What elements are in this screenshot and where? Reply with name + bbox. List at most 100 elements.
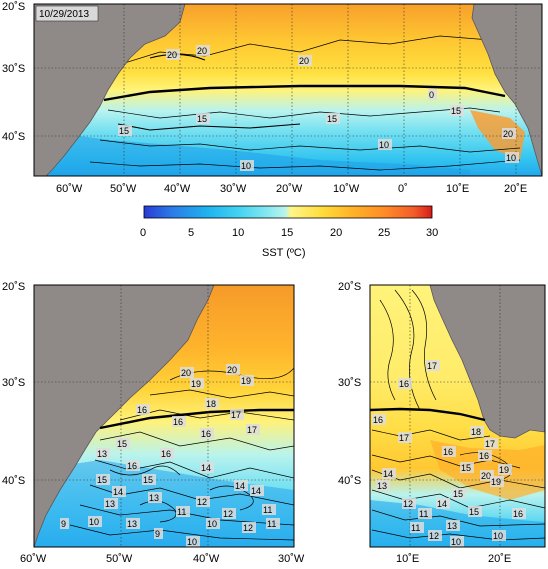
svg-text:10˚W: 10˚W: [333, 183, 360, 195]
svg-text:16: 16: [373, 415, 383, 425]
contour-label: 13: [148, 492, 162, 503]
svg-text:13: 13: [377, 481, 387, 491]
contour-labels: 20 20 20 15 15 15 15 10 10 10 20 0: [118, 45, 519, 171]
contour-label: 18: [470, 426, 484, 437]
lat-label: 30˚S: [2, 377, 25, 389]
lat-label: 20˚S: [338, 281, 361, 293]
contour-label: 15: [326, 113, 340, 124]
svg-text:19: 19: [499, 465, 509, 475]
contour-label: 15: [450, 105, 464, 116]
colorbar-tick: 5: [188, 227, 194, 239]
contour-label: 20: [166, 49, 180, 60]
contour-label: 20: [226, 364, 240, 375]
contour-label: 17: [230, 409, 244, 420]
svg-text:16: 16: [443, 447, 453, 457]
top-panel-frame: [33, 3, 543, 177]
lat-label: 30˚S: [2, 63, 25, 75]
colorbar-tick: 15: [281, 227, 293, 239]
svg-text:20: 20: [181, 368, 191, 378]
svg-text:0: 0: [429, 90, 434, 100]
contour-label: 9: [60, 518, 69, 529]
lon-labels: 10˚E 20˚E: [396, 553, 511, 565]
svg-text:20˚E: 20˚E: [488, 553, 511, 564]
contour-label: 13: [376, 480, 390, 491]
contour-label: 15: [468, 506, 482, 517]
svg-text:16: 16: [127, 461, 137, 471]
contour-label: 14: [382, 468, 396, 479]
svg-text:17: 17: [247, 425, 257, 435]
contour-label: 19: [190, 378, 204, 389]
date-box: 10/29/2013: [35, 5, 99, 22]
svg-text:17: 17: [399, 433, 409, 443]
south-america-land: [34, 285, 215, 547]
svg-text:11: 11: [177, 507, 186, 517]
svg-text:14: 14: [201, 463, 211, 473]
svg-text:17: 17: [485, 439, 495, 449]
svg-text:20˚E: 20˚E: [504, 183, 527, 195]
svg-text:16: 16: [161, 449, 171, 459]
contour-label: 14: [200, 462, 214, 473]
south-america-land: [34, 4, 186, 176]
section-line: [103, 84, 506, 102]
contour-label: 20: [196, 45, 210, 56]
colorbar-tick: 0: [140, 227, 146, 239]
colorbar-label: SST (ºC): [262, 247, 306, 259]
bottom-right-map-panel: 17 16 16 17 18 17 16 15 16 19 20 14 13 1…: [338, 281, 546, 565]
svg-text:10: 10: [241, 161, 251, 171]
svg-text:0˚: 0˚: [398, 183, 408, 195]
svg-text:14: 14: [113, 487, 123, 497]
contour-label: 17: [426, 360, 440, 371]
contour-label: 12: [242, 522, 256, 533]
date-label: 10/29/2013: [39, 9, 89, 20]
contour-label: 19: [240, 375, 254, 386]
svg-text:12: 12: [197, 497, 207, 507]
contour-label: 15: [118, 125, 132, 136]
contour-label: 20: [298, 55, 312, 66]
contour-label: 10: [378, 139, 392, 150]
section-line: [99, 408, 294, 430]
lat-label: 30˚S: [338, 377, 361, 389]
colorbar-ticks: 0 5 10 15 20 25 30: [140, 227, 438, 239]
svg-text:15: 15: [461, 463, 471, 473]
contour-label: 16: [478, 450, 492, 461]
svg-text:19: 19: [241, 376, 251, 386]
svg-text:15: 15: [143, 475, 153, 485]
svg-text:20˚W: 20˚W: [276, 183, 303, 195]
svg-text:20: 20: [299, 56, 309, 66]
svg-text:15: 15: [117, 439, 127, 449]
contour-label: 11: [418, 508, 432, 519]
svg-text:18: 18: [471, 427, 481, 437]
contour-label: 0: [428, 89, 437, 100]
lat-label: 40˚S: [2, 131, 25, 143]
svg-text:16: 16: [513, 509, 523, 519]
lat-label: 20˚S: [2, 281, 25, 293]
contour-label: 20: [502, 128, 516, 139]
svg-text:13: 13: [105, 499, 115, 509]
contour-label: 10: [450, 536, 464, 547]
svg-text:60˚W: 60˚W: [56, 183, 83, 195]
svg-text:13: 13: [149, 493, 159, 503]
svg-text:15: 15: [197, 114, 207, 124]
svg-text:30˚W: 30˚W: [278, 553, 305, 564]
contour-label: 13: [96, 448, 110, 459]
svg-text:9: 9: [155, 529, 160, 539]
svg-text:20: 20: [481, 471, 491, 481]
svg-text:12: 12: [243, 523, 253, 533]
svg-text:13: 13: [447, 521, 457, 531]
contour-label: 10: [186, 536, 200, 547]
contour-label: 16: [200, 428, 214, 439]
lat-label: 20˚S: [2, 1, 25, 13]
svg-text:15: 15: [451, 106, 461, 116]
contour-label: 17: [398, 432, 412, 443]
contour-label: 13: [126, 518, 140, 529]
lon-labels: 60˚W 50˚W 40˚W 30˚W: [20, 553, 305, 565]
contour-label: 15: [142, 474, 156, 485]
contour-label: 16: [160, 448, 174, 459]
bottom-left-map-panel: 20 19 20 19 18 17 16 16 16 17 15 16 15 1…: [2, 281, 305, 565]
svg-text:10: 10: [506, 153, 516, 163]
svg-text:16: 16: [201, 429, 211, 439]
svg-text:15: 15: [469, 507, 479, 517]
top-map-panel: 20 20 20 15 15 15 15 10 10 10 20 0 10/29…: [2, 1, 543, 195]
contour-label: 11: [266, 518, 280, 529]
